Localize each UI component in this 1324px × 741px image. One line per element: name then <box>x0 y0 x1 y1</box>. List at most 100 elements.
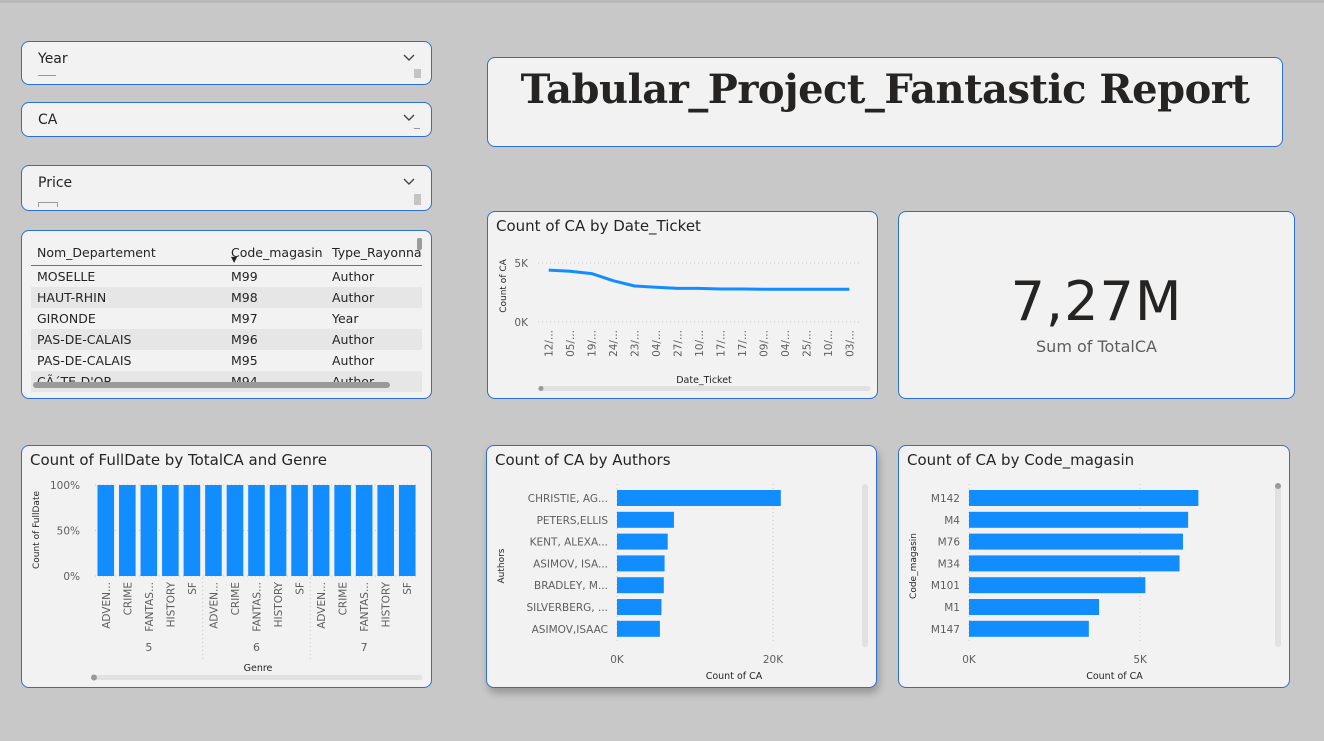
chart-title: Count of CA by Code_magasin <box>907 451 1135 469</box>
chevron-down-icon[interactable] <box>403 178 415 186</box>
kpi-label: Sum of TotalCA <box>1036 337 1157 356</box>
y-tick-label: SILVERBERG, ... <box>526 602 608 614</box>
col-header-nom-departement[interactable]: Nom_Departement <box>31 239 225 266</box>
chart-title: Count of CA by Date_Ticket <box>496 217 701 235</box>
y-tick-label: CHRISTIE, AG... <box>528 493 608 505</box>
bar <box>617 490 781 506</box>
x-tick-label: 17/... <box>715 330 727 357</box>
y-axis-title: Count of CA <box>499 258 509 312</box>
genre-bar-chart: 100% 50% 0% ADVEN... CRIME FANTAS... HISTORY SF… <box>32 480 422 681</box>
cell: M96 <box>225 329 326 350</box>
y-axis-title: Count of FullDate <box>32 491 42 569</box>
bar <box>398 485 416 576</box>
table-row: MOSELLE M99 Author <box>31 266 422 288</box>
sort-desc-icon[interactable]: ▼ <box>231 255 238 264</box>
x-tick-label: 19/... <box>587 330 599 357</box>
bar <box>617 620 660 637</box>
price-slicer[interactable]: Price <box>21 165 432 211</box>
vertical-scrollbar[interactable] <box>417 238 422 250</box>
x-axis-title: Date_Ticket <box>676 375 732 386</box>
scrollbar-handle <box>1275 483 1281 489</box>
x-tick-label: SF <box>402 582 414 595</box>
cell: Author <box>332 353 375 368</box>
zoom-slider <box>92 675 422 680</box>
x-tick-label: CRIME <box>122 582 134 615</box>
data-table: Nom_Departement Code_magasin ▼ Type_Rayon… <box>31 239 422 392</box>
y-tick-label: M147 <box>931 624 960 636</box>
year-slicer[interactable]: Year <box>21 41 432 85</box>
table-row: PAS-DE-CALAIS M95 Author <box>31 350 422 371</box>
x-tick-label: FANTAS... <box>252 582 264 632</box>
x-tick-label: ADVEN... <box>101 582 113 629</box>
bar <box>140 485 158 576</box>
x-tick-label: FANTAS... <box>359 582 371 632</box>
cell: GIRONDE <box>37 311 96 326</box>
zoom-slider <box>538 386 870 391</box>
bar <box>617 555 665 572</box>
y-axis-title: Code_magasin <box>909 533 919 599</box>
bar <box>312 485 330 576</box>
year-slicer-label: Year <box>38 51 68 67</box>
bar <box>969 533 1183 550</box>
y-tick-label: M4 <box>944 515 960 527</box>
y-tick-label: BRADLEY, M... <box>534 580 608 592</box>
authors-chart-card: Count of CA by Authors 0K 20K CHRISTIE, AG… <box>486 445 877 688</box>
top-border <box>0 0 1324 3</box>
cell: Author <box>326 329 422 350</box>
line-chart-card: Count of CA by Date_Ticket 5K 0K 12/... 05/… <box>487 211 878 399</box>
y-tick-label: 0% <box>63 571 80 583</box>
chevron-down-icon[interactable] <box>403 54 415 62</box>
chevron-down-icon[interactable] <box>403 114 415 122</box>
col-header-code-magasin-label: Code_magasin <box>231 244 323 260</box>
cell: M97 <box>231 311 258 326</box>
cell: MOSELLE <box>37 269 96 284</box>
x-tick-label: HISTORY <box>273 581 285 627</box>
cell: PAS-DE-CALAIS <box>31 329 225 350</box>
report-title-card: Tabular_Project_Fantastic Report <box>487 57 1283 147</box>
chart-title: Count of CA by Authors <box>495 451 671 469</box>
zoom-slider-handle <box>538 386 544 391</box>
bar <box>969 599 1100 615</box>
y-tick-label: 0K <box>514 317 529 329</box>
col-header-code-magasin[interactable]: Code_magasin ▼ <box>225 239 326 266</box>
y-tick-label: PETERS,ELLIS <box>537 515 609 527</box>
cell: M99 <box>231 269 258 284</box>
vertical-scrollbar <box>1275 484 1281 647</box>
cell: Author <box>332 269 375 284</box>
x-tick-label: SF <box>187 582 199 595</box>
x-tick-label: 05/... <box>565 330 577 357</box>
x-tick-label: 09/... <box>758 330 770 357</box>
y-tick-label: ASIMOV, ISA... <box>533 558 608 570</box>
x-tick-label: SF <box>295 582 307 595</box>
group-label: 7 <box>361 641 368 654</box>
x-tick-label: 10/... <box>823 330 835 357</box>
slicer-checkbox[interactable] <box>38 202 58 207</box>
x-tick-label: 10/... <box>694 330 706 357</box>
horizontal-scrollbar[interactable] <box>33 382 390 388</box>
group-label: 5 <box>145 641 152 654</box>
slicer-underline <box>414 128 420 129</box>
bar <box>617 599 662 615</box>
authors-bar-chart: 0K 20K CHRISTIE, AG... PETERS,ELLIS KENT, AL… <box>497 484 868 682</box>
col-header-type-rayonnage[interactable]: Type_Rayonna <box>326 239 422 266</box>
cell: M95 <box>231 353 258 368</box>
line-series <box>548 268 850 291</box>
ca-slicer[interactable]: CA <box>21 102 432 137</box>
table-row: HAUT-RHIN M98 Author <box>31 287 422 308</box>
bar <box>248 485 265 576</box>
bar <box>269 485 287 576</box>
slicer-scrollbar[interactable] <box>414 194 421 205</box>
bar <box>617 533 668 550</box>
line-chart: 5K 0K 12/... 05/... 19/... 24/... 23/... 04/...… <box>499 258 870 391</box>
magasin-bar-chart: 0K 5K M142 M4 M76 M34 M101 M1 M147 Count of CA Cod… <box>909 483 1281 682</box>
x-tick-label: 24/... <box>608 330 620 357</box>
report-title: Tabular_Project_Fantastic Report <box>520 66 1250 113</box>
slicer-scrollbar[interactable] <box>414 69 421 78</box>
cell: M98 <box>225 287 326 308</box>
x-tick-label: 17/... <box>737 330 749 357</box>
cell: Author <box>326 287 422 308</box>
x-tick-label: 04/... <box>651 330 663 357</box>
bar <box>969 490 1199 506</box>
y-tick-label: M142 <box>931 493 960 505</box>
bar <box>617 577 664 594</box>
